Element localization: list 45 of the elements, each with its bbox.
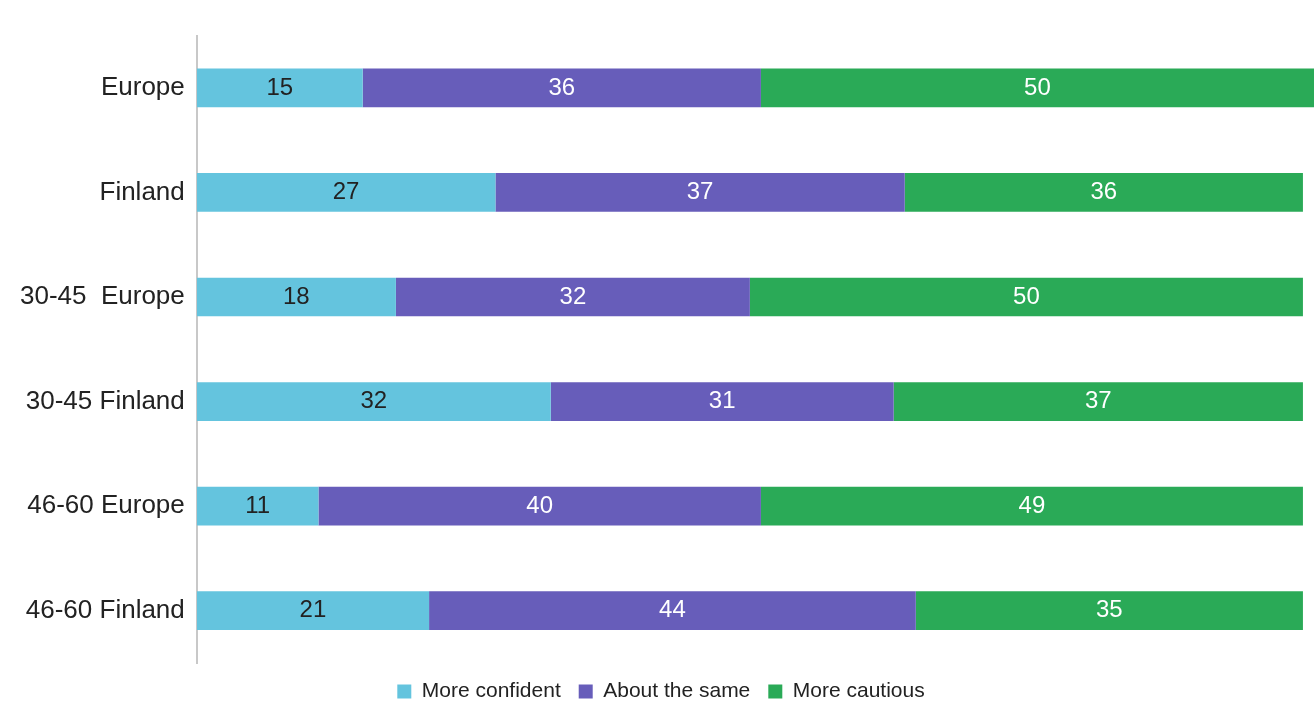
legend-label: More confident: [421, 678, 561, 702]
bar: [760, 486, 1303, 526]
data-label: 11: [245, 490, 271, 518]
bar: [196, 486, 319, 526]
y-tick-label: 30-45 Europe: [19, 280, 185, 311]
bar: [749, 277, 1303, 317]
bar: [196, 591, 430, 631]
bar: [362, 68, 761, 108]
data-label: 37: [1084, 386, 1112, 414]
data-label: 32: [360, 386, 388, 414]
bar: [196, 173, 496, 212]
data-label: 35: [1096, 595, 1123, 623]
data-label: 27: [332, 177, 360, 205]
bar: [395, 277, 750, 317]
bar: [893, 382, 1303, 421]
y-tick-label: Europe: [100, 71, 185, 102]
bar: [196, 382, 551, 421]
data-label: 15: [266, 72, 294, 100]
data-label: 21: [299, 595, 327, 623]
bar: [318, 486, 761, 526]
bar: [196, 277, 396, 317]
bar: [196, 68, 363, 108]
y-tick-label: 46-60 Finland: [25, 593, 185, 624]
bar: [495, 173, 905, 212]
y-tick-label: 30-45 Finland: [25, 384, 185, 415]
data-label: 37: [686, 177, 714, 205]
data-label: 44: [659, 595, 686, 623]
bar: [760, 68, 1314, 108]
bar: [429, 591, 916, 631]
legend-label: About the same: [603, 678, 751, 702]
data-label: 18: [282, 281, 310, 309]
data-label: 50: [1024, 72, 1051, 100]
bar: [915, 591, 1303, 631]
data-label: 50: [1013, 281, 1040, 309]
bar: [904, 173, 1303, 212]
data-label: 36: [548, 72, 576, 100]
data-label: 36: [1090, 177, 1118, 205]
data-label: 49: [1018, 490, 1046, 518]
y-tick-label: 46-60 Europe: [27, 489, 185, 520]
data-label: 31: [708, 386, 736, 414]
data-label: 32: [559, 281, 587, 309]
legend-label: More cautious: [792, 678, 925, 702]
y-tick-label: Finland: [99, 175, 185, 206]
data-label: 40: [526, 490, 554, 518]
bar: [550, 382, 894, 421]
